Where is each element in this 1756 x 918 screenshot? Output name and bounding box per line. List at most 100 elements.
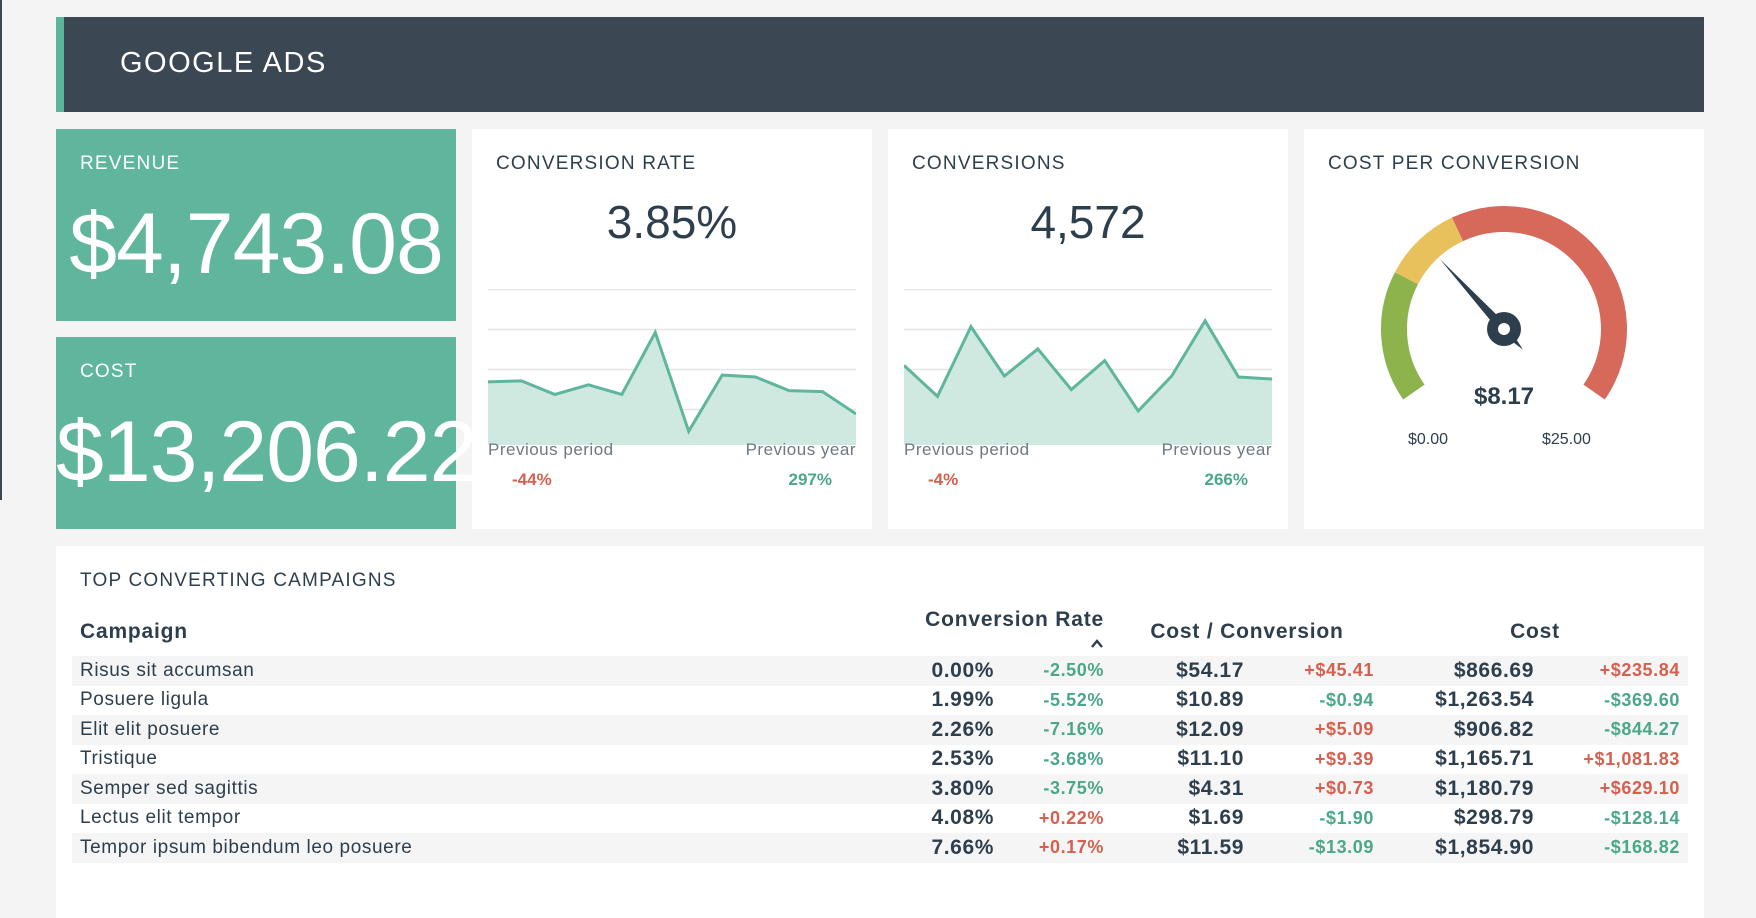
cost-label: COST xyxy=(80,361,138,382)
cost-cell: $1,263.54 xyxy=(1435,688,1534,712)
campaign-name-cell: Elit elit posuere xyxy=(72,715,902,745)
cost-cell: $1,165.71 xyxy=(1435,747,1534,771)
cost-change-cell: +$235.84 xyxy=(1542,656,1688,686)
cost-per-conversion-cell: $12.09 xyxy=(1112,715,1252,745)
conversion-rate-change-cell: +0.22% xyxy=(1038,807,1104,828)
cost-cell: $1,180.79 xyxy=(1382,774,1542,804)
cost-per-conversion-gauge xyxy=(1381,206,1627,400)
window-edge xyxy=(0,0,2,500)
sparkline-line xyxy=(904,317,1272,414)
conversion-rate-cell: 2.26% xyxy=(902,715,1002,745)
column-header-cost-per-conversion[interactable]: Cost / Conversion xyxy=(1150,620,1344,643)
campaign-name-cell: Tristique xyxy=(80,748,158,770)
gauge-arc-red xyxy=(1452,206,1627,400)
conversion-rate-change-cell: -5.52% xyxy=(1043,689,1104,710)
conversion-rate-sparkline xyxy=(488,289,856,445)
revenue-card: REVENUE $4,743.08 xyxy=(56,129,456,321)
prev-period-change: -4% xyxy=(928,470,959,489)
conversion-rate-change-cell: -2.50% xyxy=(1002,656,1112,686)
cost-change-cell: -$369.60 xyxy=(1604,689,1680,710)
campaign-name-cell: Tempor ipsum bibendum leo posuere xyxy=(72,833,902,863)
conversion-rate-cell: 2.53% xyxy=(931,747,994,771)
prev-period-label: Previous period xyxy=(488,440,614,459)
campaign-name-cell: Lectus elit tempor xyxy=(80,807,241,829)
conversion-rate-label: CONVERSION RATE xyxy=(496,153,697,174)
conversion-rate-cell: 3.80% xyxy=(902,774,1002,804)
conversion-rate-cell: 0.00% xyxy=(902,656,1002,686)
table-row[interactable]: Tristique 2.53% -3.68% $11.10 +$9.39 $1,165.7… xyxy=(72,745,1688,775)
cost-per-conversion-card: COST PER CONVERSION $8.17 $0.00 $25.00 xyxy=(1304,129,1704,529)
sparkline-area xyxy=(904,320,1272,445)
cost-cell: $866.69 xyxy=(1382,656,1542,686)
cost-change-cell: +$1,081.83 xyxy=(1583,748,1680,769)
table-row[interactable]: Semper sed sagittis 3.80% -3.75% $4.31 +$0.7… xyxy=(72,774,1688,804)
gauge-arc-green xyxy=(1381,272,1425,400)
conversion-rate-cell: 4.08% xyxy=(931,806,994,830)
prev-period-change: -44% xyxy=(512,470,552,489)
conversion-rate-change-cell: -7.16% xyxy=(1002,715,1112,745)
conversions-sparkline xyxy=(904,289,1272,445)
top-campaigns-card: TOP CONVERTING CAMPAIGNS Campaign Conver… xyxy=(56,546,1704,918)
chevron-up-icon xyxy=(1091,639,1103,649)
cost-change-cell: -$168.82 xyxy=(1542,833,1688,863)
cost-per-conversion-change-cell: +$5.09 xyxy=(1252,715,1382,745)
cost-per-conversion-cell: $1.69 xyxy=(1188,806,1244,830)
cost-change-cell: +$629.10 xyxy=(1542,774,1688,804)
conversion-rate-value: 3.85% xyxy=(606,196,738,248)
sparkline-area xyxy=(488,332,856,445)
cost-per-conversion-cell: $11.10 xyxy=(1177,747,1244,771)
cost-per-conversion-change-cell: +$9.39 xyxy=(1314,748,1374,769)
conversion-rate-header-label: Conversion Rate xyxy=(925,608,1104,631)
table-row[interactable]: Risus sit accumsan 0.00% -2.50% $54.17 +$45.… xyxy=(72,656,1688,686)
top-campaigns-title: TOP CONVERTING CAMPAIGNS xyxy=(80,570,397,591)
table-row[interactable]: Elit elit posuere 2.26% -7.16% $12.09 +$5.09… xyxy=(72,715,1688,745)
conversion-rate-cell: 1.99% xyxy=(931,688,994,712)
conversion-rate-card: CONVERSION RATE 3.85% Previous period Pr… xyxy=(472,129,872,529)
cost-per-conversion-change-cell: -$0.94 xyxy=(1319,689,1374,710)
conversions-label: CONVERSIONS xyxy=(912,153,1066,174)
cost-per-conversion-change-cell: +$45.41 xyxy=(1252,656,1382,686)
prev-year-change: 266% xyxy=(1204,470,1248,489)
gauge-arc-yellow xyxy=(1394,217,1464,285)
conversions-value: 4,572 xyxy=(1030,196,1146,248)
prev-year-label: Previous year xyxy=(745,440,856,459)
table-row[interactable]: Lectus elit tempor 4.08% +0.22% $1.69 -$1.90… xyxy=(72,804,1688,834)
gauge-hub-center xyxy=(1498,323,1510,335)
cost-cell: $298.79 xyxy=(1453,806,1534,830)
cost-per-conversion-cell: $11.59 xyxy=(1112,833,1252,863)
cost-per-conversion-change-cell: -$1.90 xyxy=(1319,807,1374,828)
campaign-name-cell: Semper sed sagittis xyxy=(72,774,902,804)
column-header-conversion-rate[interactable]: Conversion Rate xyxy=(902,608,1112,656)
prev-period-label: Previous period xyxy=(904,440,1030,459)
revenue-value: $4,743.08 xyxy=(69,196,444,292)
cost-change-cell: -$128.14 xyxy=(1604,807,1680,828)
table-header-row: Campaign Conversion Rate Cost / Conversi… xyxy=(72,608,1688,656)
cost-cell: $1,854.90 xyxy=(1382,833,1542,863)
prev-year-label: Previous year xyxy=(1161,440,1272,459)
conversion-rate-change-cell: -3.68% xyxy=(1043,748,1104,769)
column-header-campaign[interactable]: Campaign xyxy=(80,620,188,643)
table-row[interactable]: Posuere ligula 1.99% -5.52% $10.89 -$0.94 $1,… xyxy=(72,686,1688,716)
conversions-card: CONVERSIONS 4,572 Previous period Previo… xyxy=(888,129,1288,529)
table-row[interactable]: Tempor ipsum bibendum leo posuere 7.66% +0… xyxy=(72,833,1688,863)
prev-year-change: 297% xyxy=(788,470,832,489)
cost-per-conversion-change-cell: +$0.73 xyxy=(1252,774,1382,804)
cost-per-conversion-label: COST PER CONVERSION xyxy=(1328,153,1581,174)
sparkline-line xyxy=(488,328,856,435)
cost-cell: $906.82 xyxy=(1382,715,1542,745)
campaign-name-cell: Posuere ligula xyxy=(80,689,209,711)
gauge-value: $8.17 xyxy=(1473,383,1535,410)
conversion-rate-cell: 7.66% xyxy=(902,833,1002,863)
dashboard-header: GOOGLE ADS xyxy=(56,17,1704,112)
cost-card: COST $13,206.22 xyxy=(56,337,477,529)
conversion-rate-change-cell: +0.17% xyxy=(1002,833,1112,863)
column-header-cost[interactable]: Cost xyxy=(1510,620,1560,643)
gauge-min-label: $0.00 xyxy=(1408,431,1449,448)
campaigns-table: Campaign Conversion Rate Cost / Conversi… xyxy=(72,608,1688,863)
conversion-rate-change-cell: -3.75% xyxy=(1002,774,1112,804)
cost-value: $13,206.22 xyxy=(56,404,477,500)
cost-change-cell: -$844.27 xyxy=(1542,715,1688,745)
campaign-name-cell: Risus sit accumsan xyxy=(72,656,902,686)
cost-per-conversion-change-cell: -$13.09 xyxy=(1252,833,1382,863)
cost-per-conversion-cell: $10.89 xyxy=(1176,688,1244,712)
